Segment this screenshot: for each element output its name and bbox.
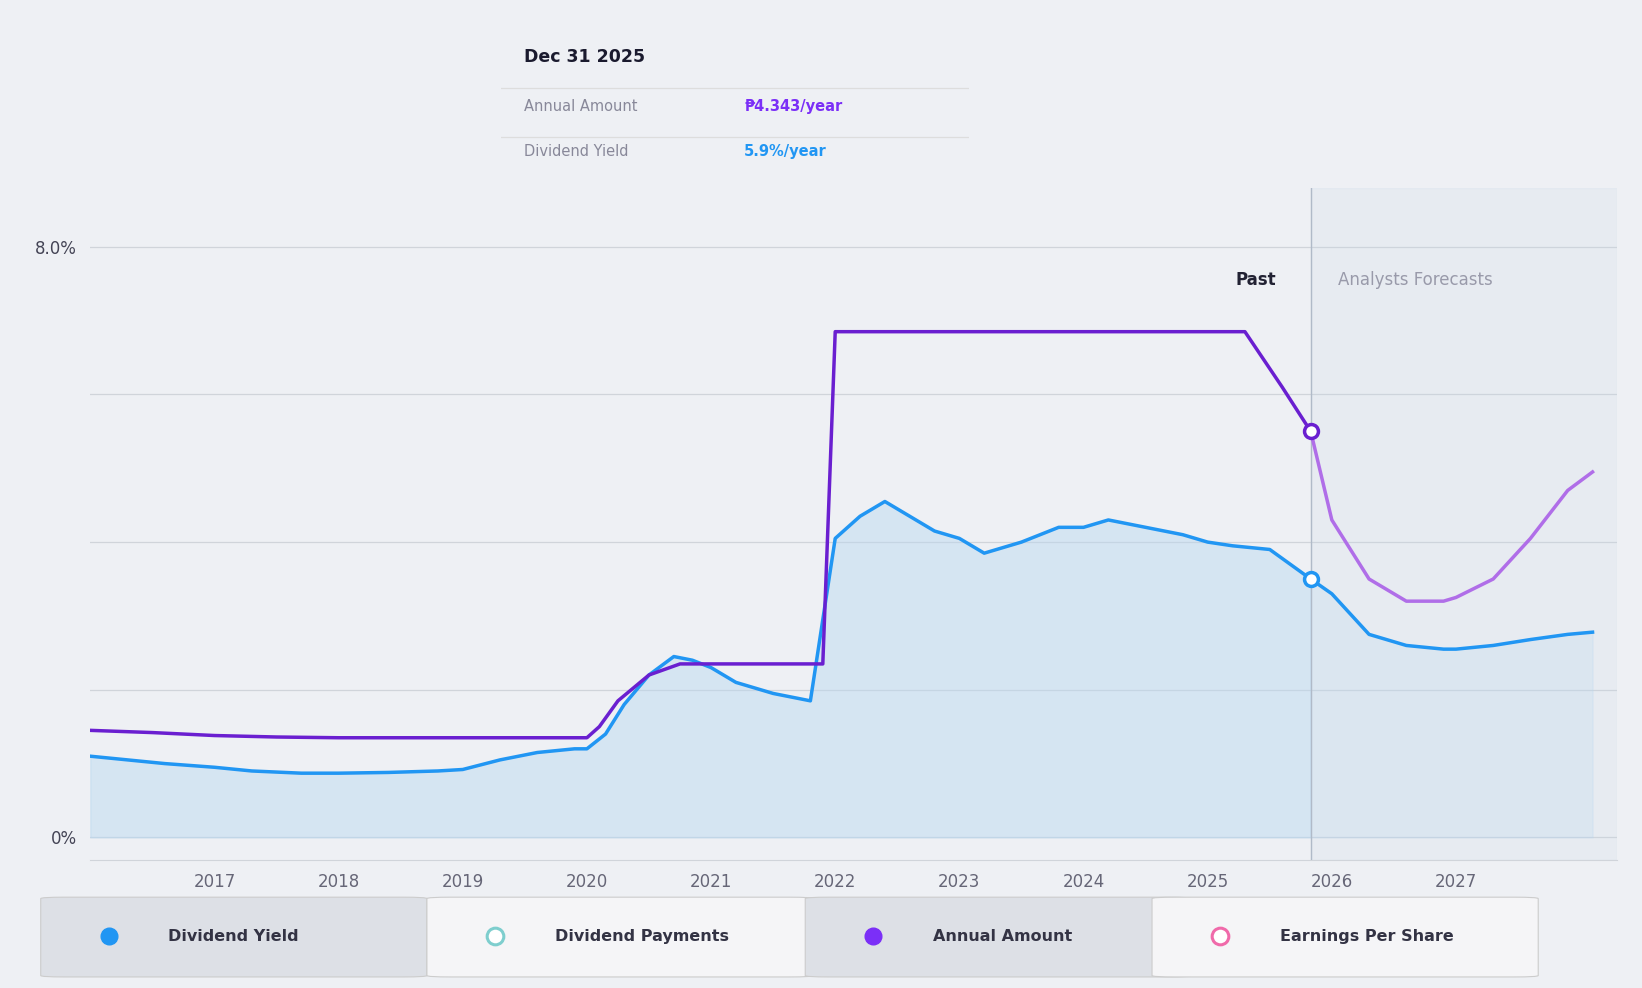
- FancyBboxPatch shape: [805, 897, 1192, 977]
- Text: Dividend Yield: Dividend Yield: [524, 144, 629, 159]
- Text: Past: Past: [1235, 271, 1276, 289]
- Text: Dec 31 2025: Dec 31 2025: [524, 48, 645, 66]
- Text: Annual Amount: Annual Amount: [933, 929, 1072, 944]
- Text: Earnings Per Share: Earnings Per Share: [1279, 929, 1453, 944]
- Text: Dividend Yield: Dividend Yield: [169, 929, 299, 944]
- FancyBboxPatch shape: [1153, 897, 1539, 977]
- Text: ₱4.343/year: ₱4.343/year: [744, 99, 842, 114]
- FancyBboxPatch shape: [427, 897, 813, 977]
- Text: 5.9%/year: 5.9%/year: [744, 144, 828, 159]
- Text: Dividend Payments: Dividend Payments: [555, 929, 729, 944]
- Bar: [1310, 188, 1617, 860]
- FancyBboxPatch shape: [41, 897, 427, 977]
- Text: Analysts Forecasts: Analysts Forecasts: [1338, 271, 1493, 289]
- Text: Annual Amount: Annual Amount: [524, 99, 637, 114]
